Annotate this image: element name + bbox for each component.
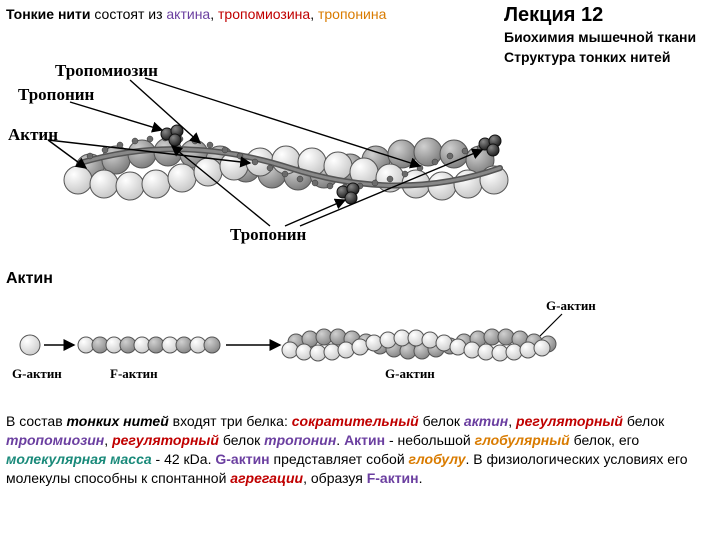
t22: G-актин	[215, 451, 269, 467]
header-actin: актина	[166, 6, 210, 22]
actin-heading: Актин	[6, 270, 53, 288]
t4: сократительный	[292, 413, 419, 429]
actin-formation-svg: G-актин G-актин F-актин G-актин	[0, 290, 720, 400]
t1: В состав	[6, 413, 67, 429]
t16: Актин	[344, 432, 385, 448]
g-actin-sphere	[20, 335, 40, 355]
body-paragraph: В состав тонких нитей входят три белка: …	[6, 412, 714, 488]
t20: молекулярная масса	[6, 451, 152, 467]
lecture-title: Лекция 12	[504, 4, 714, 27]
thin-filament-diagram: Тропомиозин Тропонин Актин Тропонин	[0, 28, 520, 258]
t21: - 42 кDа.	[152, 451, 216, 467]
t15: .	[336, 432, 344, 448]
t9: белок	[623, 413, 664, 429]
t13: белок	[219, 432, 264, 448]
comma1: ,	[210, 6, 218, 22]
t28: F-актин	[367, 470, 419, 486]
t23: представляет собой	[270, 451, 409, 467]
label-g-actin-bottom: G-актин	[12, 366, 62, 381]
label-troponin-bottom: Тропонин	[230, 225, 307, 244]
lecture-sub1: Биохимия мышечной ткани	[504, 29, 714, 47]
t19: белок, его	[570, 432, 639, 448]
header-mid: состоят из	[94, 6, 162, 22]
t17: - небольшой	[385, 432, 475, 448]
t2: тонких нитей	[67, 413, 169, 429]
header-tropomyosin: тропомиозина	[218, 6, 310, 22]
t18: глобулярный	[475, 432, 570, 448]
t29: .	[419, 470, 423, 486]
g-actin-helix	[282, 329, 556, 361]
label-f-actin: F-актин	[110, 366, 158, 381]
t3: входят три белка:	[169, 413, 292, 429]
label-troponin-top: Тропонин	[18, 85, 95, 104]
comma2: ,	[310, 6, 318, 22]
t10: тропомиозин	[6, 432, 104, 448]
t6: актин	[464, 413, 508, 429]
label-g-actin-top: G-актин	[546, 298, 596, 313]
f-actin-chain	[78, 337, 220, 353]
header-prefix: Тонкие нити	[6, 6, 91, 22]
t14: тропонин	[264, 432, 336, 448]
t7: ,	[508, 413, 516, 429]
t11: ,	[104, 432, 112, 448]
t24: глобулу	[409, 451, 466, 467]
t27: , образуя	[303, 470, 367, 486]
lecture-sub2: Структура тонких нитей	[504, 49, 714, 67]
t5: белок	[419, 413, 464, 429]
thin-filament-svg: Тропомиозин Тропонин Актин Тропонин	[0, 28, 520, 258]
t8: регуляторный	[516, 413, 623, 429]
header-right: Лекция 12 Биохимия мышечной ткани Структ…	[504, 4, 714, 66]
actin-formation-diagram: G-актин G-актин F-актин G-актин	[0, 290, 720, 400]
label-tropomyosin: Тропомиозин	[55, 61, 158, 80]
t12: регуляторный	[112, 432, 219, 448]
header-troponin: тропонина	[318, 6, 386, 22]
t26: агрегации	[230, 470, 303, 486]
label-g-actin-right: G-актин	[385, 366, 435, 381]
